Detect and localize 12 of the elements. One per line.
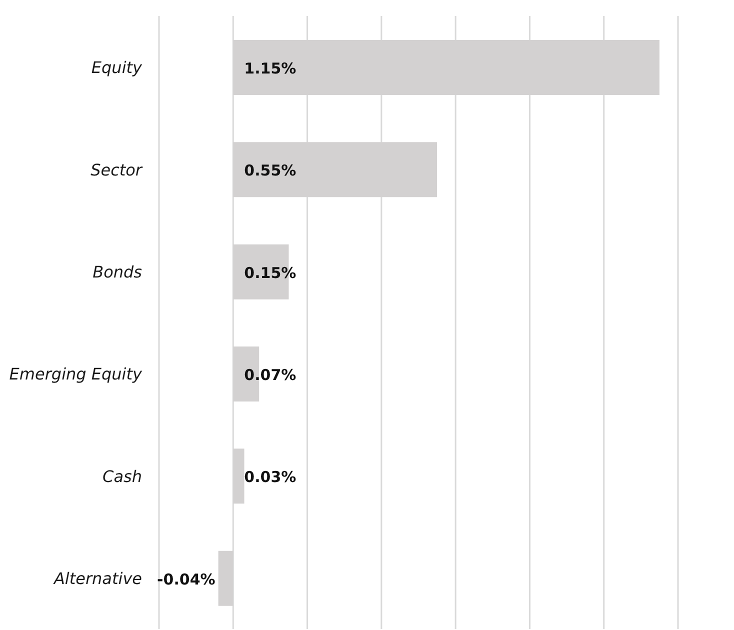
y-tick-label: Alternative (52, 568, 142, 588)
y-tick-label: Bonds (92, 262, 142, 282)
data-label: 1.15% (244, 60, 296, 78)
data-label: -0.04% (157, 570, 216, 588)
data-label: 0.07% (244, 366, 296, 384)
data-label: 0.03% (244, 468, 296, 486)
y-tick-label: Equity (91, 58, 143, 78)
y-tick-label: Emerging Equity (9, 364, 143, 384)
data-label: 0.15% (244, 264, 296, 282)
data-label: 0.55% (244, 162, 296, 180)
y-tick-label: Cash (102, 466, 142, 486)
y-tick-label: Sector (90, 160, 144, 180)
